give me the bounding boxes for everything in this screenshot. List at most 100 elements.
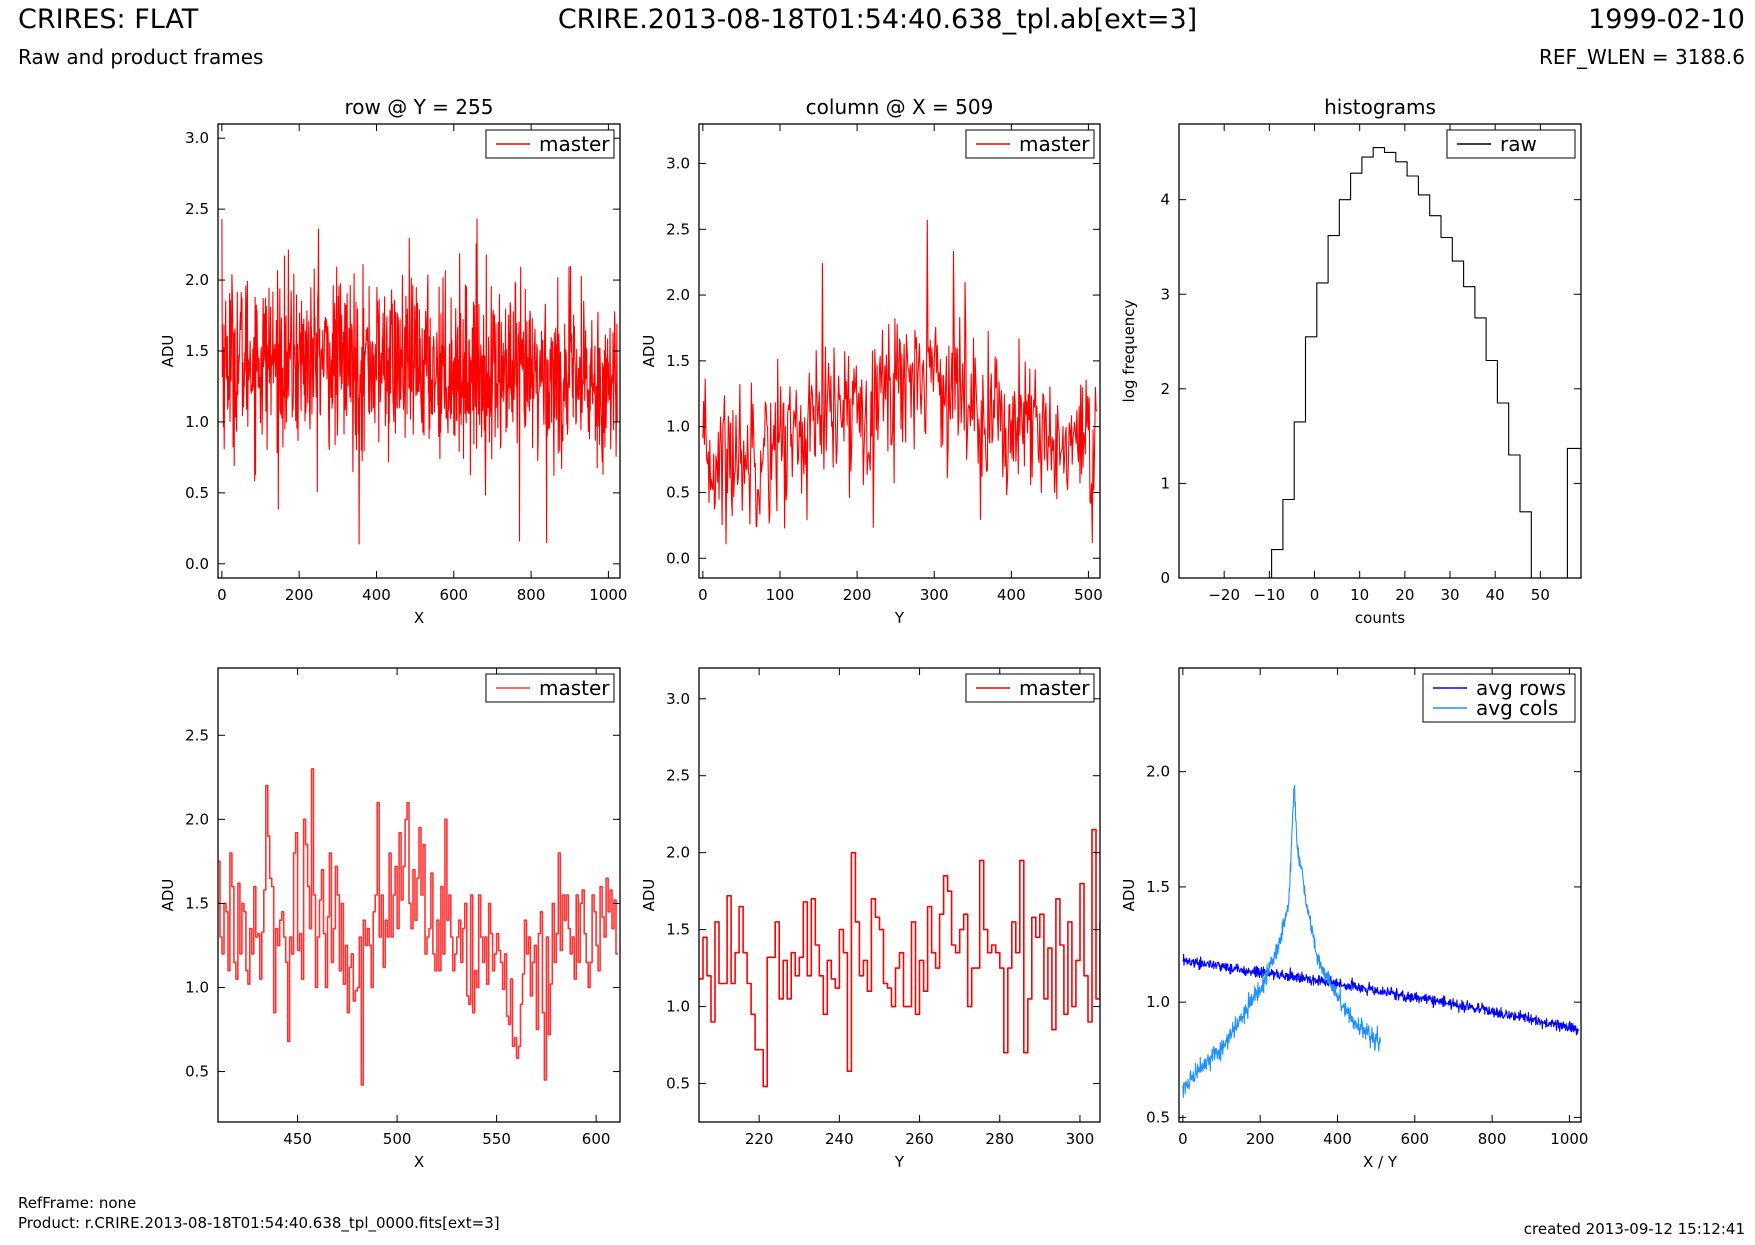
- y-axis-label: ADU: [1120, 879, 1138, 912]
- x-tick-label: 800: [517, 586, 546, 604]
- x-tick-label: 280: [985, 1130, 1014, 1148]
- y-tick-label: 1.0: [185, 413, 209, 431]
- y-tick-label: 0.0: [666, 549, 690, 567]
- y-tick-label: 1.0: [185, 978, 209, 996]
- y-tick-label: 3.0: [666, 690, 690, 708]
- y-tick-label: 0.5: [1146, 1108, 1170, 1126]
- axes-frame: [1178, 667, 1582, 1123]
- y-tick-label: 2.5: [185, 726, 209, 744]
- chart-panel-4: 450 500 550 600 0.5 1.0 1.5 2.0 2.5 X ADU master: [159, 667, 621, 1171]
- legend-label: master: [539, 676, 610, 700]
- y-tick-label: 0.5: [666, 483, 690, 501]
- x-tick-label: 1000: [589, 586, 627, 604]
- y-tick-label: 1.5: [185, 342, 209, 360]
- chart-panel-2: 0 100 200 300 400 500 0.0 0.5 1.0 1.5 2.0 2.5 3.0 col…: [640, 95, 1103, 627]
- legend: master: [965, 673, 1095, 703]
- x-axis-label: X: [414, 1153, 424, 1171]
- x-axis-label: X: [414, 609, 424, 627]
- legend-label: master: [539, 132, 610, 156]
- y-tick-label: 1.0: [666, 998, 690, 1016]
- y-tick-label: 1.5: [666, 352, 690, 370]
- y-tick-label: 0.5: [185, 484, 209, 502]
- legend: master: [965, 129, 1095, 159]
- x-tick-label: 30: [1440, 586, 1459, 604]
- plot-area: [1182, 784, 1579, 1098]
- y-tick-label: 0.0: [185, 555, 209, 573]
- chart-panel-1: 0 200 400 600 800 1000 0.0 0.5 1.0 1.5 2.0 2.5 3.0 ro…: [159, 95, 627, 627]
- x-tick-label: 500: [383, 1130, 412, 1148]
- legend: master: [485, 673, 615, 703]
- y-axis-label: log frequency: [1120, 299, 1138, 402]
- x-axis-label: counts: [1355, 609, 1405, 627]
- x-tick-label: 600: [582, 1130, 611, 1148]
- chart-title: row @ Y = 255: [345, 95, 494, 119]
- x-axis-label: Y: [894, 609, 905, 627]
- x-tick-label: 300: [920, 586, 949, 604]
- x-tick-label: 1000: [1550, 1130, 1588, 1148]
- x-tick-label: −10: [1254, 586, 1286, 604]
- axes-frame: [698, 123, 1101, 579]
- plot-area: [699, 828, 1100, 1088]
- y-tick-label: 2.0: [666, 286, 690, 304]
- y-axis-label: ADU: [159, 335, 177, 368]
- x-axis-label: X / Y: [1363, 1153, 1398, 1171]
- legend-label: avg cols: [1476, 696, 1558, 720]
- x-tick-label: 240: [825, 1130, 854, 1148]
- axes-frame: [217, 667, 621, 1123]
- y-tick-label: 0.5: [185, 1063, 209, 1081]
- legend-box: [1422, 673, 1576, 723]
- x-tick-label: 550: [482, 1130, 511, 1148]
- x-tick-label: 600: [1400, 1130, 1429, 1148]
- series-line-master: [699, 828, 1100, 1088]
- axes-frame: [698, 667, 1101, 1123]
- legend: master: [485, 129, 615, 159]
- y-tick-label: 2.5: [185, 200, 209, 218]
- product-label: Product: r.CRIRE.2013-08-18T01:54:40.638…: [18, 1214, 500, 1232]
- x-tick-label: 800: [1478, 1130, 1507, 1148]
- chart-panel-3: −20 −10 0 10 20 30 40 50 0 1 2 3 4 histograms counts lo…: [1120, 95, 1582, 627]
- y-tick-label: 0.5: [666, 1075, 690, 1093]
- legend-label: raw: [1500, 132, 1537, 156]
- x-tick-label: 0: [1178, 1130, 1188, 1148]
- y-tick-label: 2.0: [666, 844, 690, 862]
- y-tick-label: 2.0: [185, 271, 209, 289]
- x-tick-label: 10: [1350, 586, 1369, 604]
- x-tick-label: 200: [1246, 1130, 1275, 1148]
- y-tick-label: 3: [1160, 285, 1170, 303]
- legend-label: master: [1019, 132, 1090, 156]
- plot-area: [218, 768, 618, 1086]
- created-label: created 2013-09-12 15:12:41: [1523, 1220, 1745, 1238]
- series-line-raw: [1271, 147, 1581, 578]
- x-tick-label: 20: [1395, 586, 1414, 604]
- y-tick-label: 1: [1160, 474, 1170, 492]
- chart-panel-5: 220 240 260 280 300 0.5 1.0 1.5 2.0 2.5 3.0 Y ADU mas…: [640, 667, 1101, 1171]
- y-tick-label: 2.0: [185, 810, 209, 828]
- x-tick-label: 260: [905, 1130, 934, 1148]
- x-tick-label: 300: [1066, 1130, 1095, 1148]
- plot-area: [702, 219, 1098, 545]
- y-tick-label: 1.5: [1146, 878, 1170, 896]
- plot-area: [1271, 147, 1581, 578]
- x-tick-label: 50: [1531, 586, 1550, 604]
- y-axis-label: ADU: [159, 879, 177, 912]
- x-tick-label: 450: [283, 1130, 312, 1148]
- series-line-master: [702, 219, 1098, 545]
- series-line-avg-cols: [1182, 784, 1381, 1098]
- y-tick-label: 2: [1160, 380, 1170, 398]
- y-tick-label: 0: [1160, 569, 1170, 587]
- chart-panel-6: 0 200 400 600 800 1000 0.5 1.0 1.5 2.0 X / Y ADU avg…: [1120, 667, 1588, 1171]
- page-subtitle: Raw and product frames: [18, 45, 264, 69]
- y-tick-label: 1.5: [185, 894, 209, 912]
- y-axis-label: ADU: [640, 335, 658, 368]
- y-tick-label: 1.5: [666, 921, 690, 939]
- x-tick-label: 200: [843, 586, 872, 604]
- chart-title: histograms: [1324, 95, 1436, 119]
- y-tick-label: 4: [1160, 191, 1170, 209]
- x-tick-label: 40: [1486, 586, 1505, 604]
- x-tick-label: 0: [698, 586, 708, 604]
- x-tick-label: 400: [1323, 1130, 1352, 1148]
- x-tick-label: 0: [1310, 586, 1320, 604]
- legend-label: master: [1019, 676, 1090, 700]
